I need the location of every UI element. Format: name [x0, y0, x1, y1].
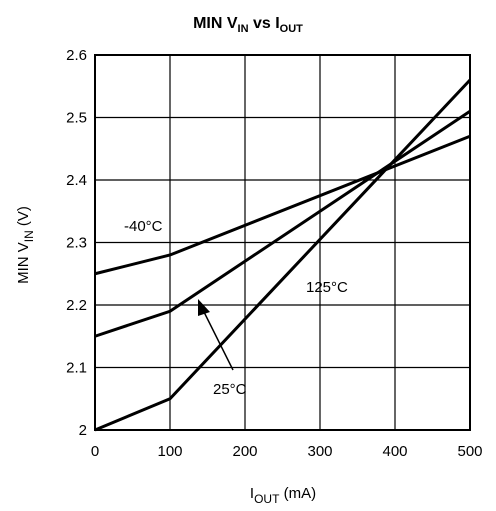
series-label-minus40: -40°C	[124, 218, 163, 235]
arrow-25c	[198, 299, 234, 371]
chart-title: MIN VIN vs IOUT	[193, 15, 303, 35]
plot-frame	[94, 54, 471, 431]
x-tick-label: 0	[91, 443, 99, 460]
x-axis-label: IOUT (mA)	[250, 485, 316, 506]
y-tick-label: 2.3	[66, 235, 87, 252]
grid	[94, 54, 471, 431]
y-tick-label: 2.5	[66, 110, 87, 127]
x-tick-label: 300	[307, 443, 332, 460]
y-tick-label: 2	[79, 422, 87, 439]
x-tick-label: 400	[382, 443, 407, 460]
series-line-0	[94, 134, 471, 276]
series-line-1	[94, 110, 471, 338]
series-line-2	[94, 78, 472, 432]
series-lines	[94, 78, 472, 432]
y-axis-label: MIN VIN (V)	[15, 206, 36, 284]
x-tick-label: 100	[157, 443, 182, 460]
y-tick-label: 2.4	[66, 172, 87, 189]
x-tick-label: 500	[457, 443, 482, 460]
y-tick-label: 2.2	[66, 297, 87, 314]
series-label-125: 125°C	[306, 279, 348, 296]
x-tick-label: 200	[232, 443, 257, 460]
series-label-25: 25°C	[213, 381, 247, 398]
y-tick-label: 2.1	[66, 360, 87, 377]
y-ticks: 2 2.1 2.2 2.3 2.4 2.5 2.6	[66, 47, 87, 439]
x-ticks: 0 100 200 300 400 500	[91, 443, 483, 460]
y-tick-label: 2.6	[66, 47, 87, 64]
